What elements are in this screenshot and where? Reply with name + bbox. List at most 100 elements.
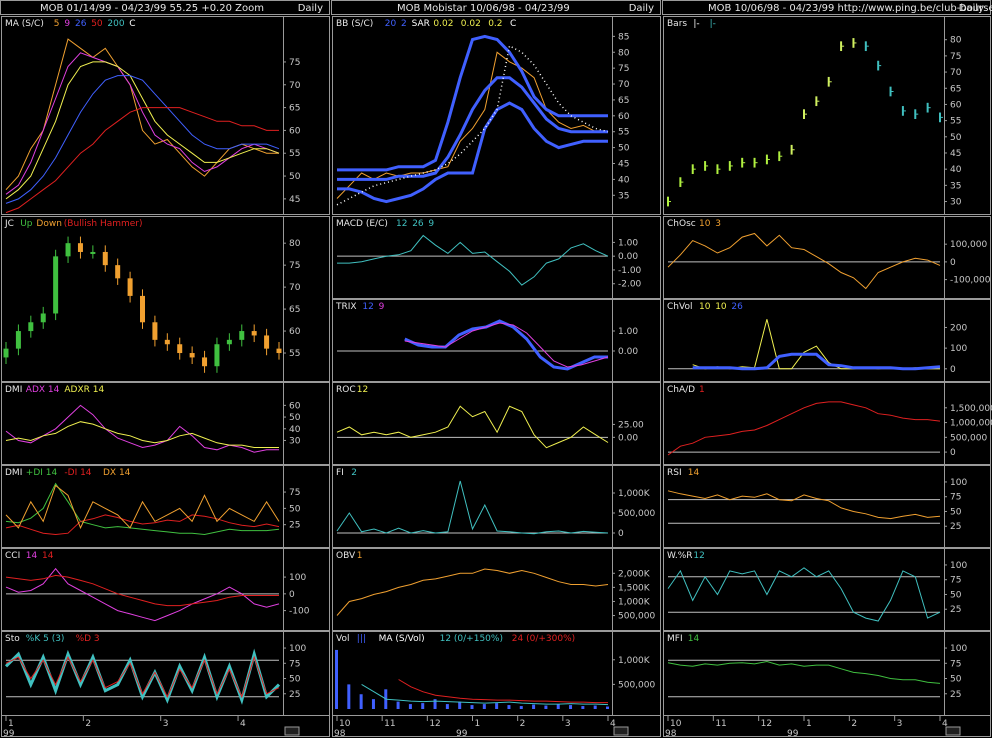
panel-roc: 0.00 25.00 ROC 12 <box>332 382 661 465</box>
indicator-param: ADXR 14 <box>64 385 104 395</box>
x-axis: 10 11 12 1 2 3 498 99 <box>332 715 661 738</box>
x-axis-frame <box>663 715 991 737</box>
indicator-name: BB (S/C) <box>336 19 373 29</box>
candle-body <box>152 322 158 340</box>
y-tick-label: 55 <box>289 349 300 359</box>
candle-body <box>251 331 257 336</box>
header-title: MOB 01/14/99 - 04/23/99 55.25 +0.20 Zoom <box>40 3 264 14</box>
y-tick-label: 500,000 <box>950 433 987 443</box>
volume-bar <box>445 704 449 709</box>
panel-frame <box>1 216 330 382</box>
panel-title: BB (S/C) 20 2 SAR 0.02 0.02 0.2 C <box>336 19 516 29</box>
y-tick-label: 75 <box>950 493 961 503</box>
x-tick-label: 4 <box>942 719 948 729</box>
interval-label: Daily <box>629 3 654 14</box>
y-tick-label: 85 <box>618 32 629 42</box>
y-tick-label: 0 <box>950 448 956 458</box>
indicator-name: Sto <box>5 634 20 644</box>
y-tick-label: 40 <box>618 175 630 185</box>
series-ma12 <box>361 683 609 706</box>
candle-body <box>177 344 183 354</box>
indicator-name: TRIX <box>335 302 357 312</box>
candle-body <box>264 335 270 349</box>
panel-frame <box>1 548 330 631</box>
series-26 <box>5 75 280 204</box>
volume-bar <box>507 705 511 709</box>
panel-frame <box>1 465 330 548</box>
indicator-param: 14 <box>688 634 700 644</box>
scroll-button[interactable] <box>945 726 961 736</box>
volume-bar <box>433 699 437 709</box>
indicator-param: 50 <box>91 19 103 29</box>
header-frame <box>662 0 991 15</box>
candle-body <box>28 322 34 332</box>
panel-frame <box>332 465 661 548</box>
volume-bar <box>581 706 585 709</box>
x-tick-label: 1 <box>8 719 14 729</box>
x-tick-label: 10 <box>670 719 682 729</box>
candle-body <box>115 265 121 279</box>
header-frame <box>0 0 330 15</box>
candle-body <box>15 331 21 349</box>
y-tick-label: 40 <box>289 425 301 435</box>
y-tick-label: 0 <box>289 590 295 600</box>
x-tick-label: 12 <box>761 719 772 729</box>
x-tick-label: 3 <box>565 719 571 729</box>
scroll-button[interactable] <box>613 726 629 736</box>
indicator-param: %K 5 (3) <box>26 634 65 644</box>
y-tick-label: 1,500K <box>618 583 651 593</box>
indicator-param: C <box>510 19 516 29</box>
panel-frame <box>1 16 330 215</box>
y-tick-label: 50 <box>950 590 962 600</box>
panel-frame <box>332 548 661 631</box>
panel-frame <box>332 382 661 465</box>
candle-body <box>90 251 96 254</box>
volume-bar <box>482 704 486 709</box>
indicator-param: +DI 14 <box>26 468 58 478</box>
y-tick-label: 100 <box>950 344 967 354</box>
panel-jc: 55 60 65 70 75 80 JC Up Down (Bullish Hammer) <box>1 216 330 382</box>
y-tick-label: 65 <box>618 96 629 106</box>
y-tick-label: 35 <box>618 191 629 201</box>
x-tick-label: 11 <box>384 719 395 729</box>
x-tick-label: 2 <box>85 719 91 729</box>
y-tick-label: 60 <box>950 100 962 110</box>
y-tick-label: 1.00 <box>618 238 638 248</box>
y-tick-label: 25 <box>950 605 961 615</box>
panel-bars: 30 35 40 45 50 55 60 65 70 75 80 Bars |- |- <box>663 16 991 215</box>
x-year-label: 98 <box>334 729 346 738</box>
y-tick-label: 75 <box>618 64 629 74</box>
scroll-button[interactable] <box>284 726 300 736</box>
panel-title: ChVol 10 10 26 <box>667 302 743 312</box>
candle-body <box>65 243 71 257</box>
panel-trix: 0.00 1.00 TRIX 12 9 <box>332 299 661 382</box>
indicator-param: 12 <box>396 219 407 229</box>
series-cci <box>5 567 280 622</box>
volume-bar <box>371 699 375 709</box>
candle-body <box>140 295 145 323</box>
x-tick-label: 2 <box>851 719 857 729</box>
indicator-param: 10 <box>715 302 727 312</box>
indicator-param: C <box>129 19 135 29</box>
x-tick-label: 12 <box>429 719 440 729</box>
indicator-param: 3 <box>715 219 721 229</box>
indicator-param: -DI 14 <box>64 468 91 478</box>
indicator-param: 0.2 <box>488 19 502 29</box>
indicator-name: OBV <box>336 551 356 561</box>
panel-title: DMI +DI 14 -DI 14 DX 14 <box>5 468 131 478</box>
series-9 <box>5 61 280 200</box>
indicator-param: Down <box>36 219 62 229</box>
panel-wr: 25 50 75 100 W.%R 12 <box>663 548 991 631</box>
panel-obv: 500,000 1,000K 1,500K 2,000K OBV 1 <box>332 548 661 631</box>
y-tick-label: 0 <box>950 365 956 375</box>
panel-chvol: 0 100 200 ChVol 10 10 26 <box>663 299 991 382</box>
indicator-param: 2 <box>351 468 357 478</box>
indicator-param: ||| <box>357 634 366 644</box>
panel-frame <box>332 299 661 382</box>
x-axis: 1 2 3 4 99 <box>1 715 330 738</box>
panel-vol: 500,000 1,000K Vol ||| MA (S/Vol) 12 (0/+150%… <box>332 631 661 716</box>
panel-ma: 45 50 55 60 65 70 75 MA (S/C) 5 9 26 50 200 C <box>1 16 330 215</box>
y-tick-label: 1,000K <box>618 656 651 666</box>
panel-fi: 0 500,000 1,000K FI 2 <box>332 465 661 548</box>
panel-title: MA (S/C) 5 9 26 50 200 C <box>5 19 135 29</box>
